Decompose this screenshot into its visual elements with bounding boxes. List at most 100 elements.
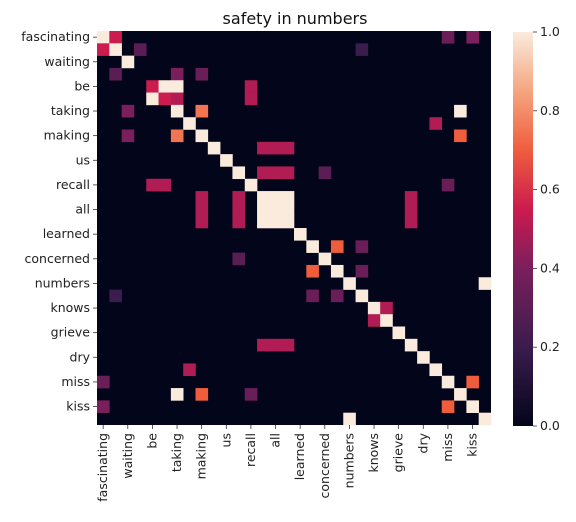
heatmap-cell [429, 363, 443, 377]
heatmap-cell [244, 178, 258, 192]
heatmap-cell [232, 215, 246, 229]
heatmap-cell [318, 252, 332, 266]
heatmap-cell [330, 289, 344, 303]
heatmap-cell [97, 43, 110, 56]
heatmap-cell [466, 31, 479, 44]
heatmap-cell [97, 375, 110, 389]
heatmap-cell [441, 178, 455, 192]
heatmap-cell [195, 191, 209, 204]
heatmap-cell [269, 141, 282, 155]
heatmap-cell [269, 203, 282, 216]
colorbar-ticks: 0.0 0.2 0.4 0.6 0.8 1.0 [533, 24, 560, 433]
heatmap-cell [170, 67, 184, 81]
x-tick-label: waiting [120, 433, 135, 479]
heatmap-cell [183, 363, 196, 377]
heatmap-cell [404, 338, 418, 352]
heatmap-cell [269, 191, 282, 204]
colorbar [513, 32, 533, 426]
y-tick-label: dry [70, 349, 91, 364]
heatmap-cell [195, 203, 209, 216]
y-tick-label: us [76, 152, 90, 167]
heatmap-cell [170, 80, 184, 93]
heatmap-cell [257, 166, 270, 180]
heatmap-cell [97, 31, 110, 44]
x-tick-label: dry [415, 432, 430, 453]
heatmap-cell [133, 43, 147, 56]
x-tick-label: learned [292, 433, 307, 480]
heatmap-cell [306, 240, 319, 253]
heatmap-cell [392, 326, 406, 340]
heatmap-cell [97, 400, 110, 413]
heatmap-cell [269, 166, 282, 180]
heatmap-cell [170, 129, 184, 143]
heatmap-cell [466, 375, 479, 389]
heatmap-cell [195, 388, 209, 401]
y-tick-label: miss [61, 374, 90, 389]
heatmap-cell [257, 215, 270, 229]
heatmap-cell [306, 289, 319, 303]
x-tick-label: taking [169, 433, 184, 472]
heatmap-cell [281, 338, 295, 352]
colorbar-tick-label: 0.4 [540, 260, 560, 275]
heatmap-cell [404, 215, 418, 229]
y-tick-label: kiss [66, 399, 90, 414]
colorbar-tick-label: 0.6 [540, 182, 560, 197]
heatmap-cell [454, 388, 467, 401]
x-tick-label: be [144, 433, 159, 449]
heatmap-cell [195, 215, 209, 229]
heatmap-cell [355, 289, 369, 303]
heatmap-cell [195, 104, 209, 118]
heatmap-cell [146, 92, 159, 106]
heatmap-cell [281, 166, 295, 180]
heatmap-cell [232, 191, 246, 204]
y-tick-label: be [74, 78, 90, 93]
x-tick-label: making [194, 433, 209, 479]
y-tick-label: making [44, 128, 90, 143]
heatmap-cell [257, 141, 270, 155]
y-tick-label: waiting [44, 54, 90, 69]
heatmap-cell [232, 166, 246, 180]
y-tick-label: knows [50, 300, 90, 315]
heatmap-cell [380, 301, 393, 315]
heatmap-cell [257, 338, 270, 352]
heatmap-cell [355, 43, 369, 56]
x-tick-label: all [268, 433, 283, 448]
heatmap-cell [441, 400, 455, 413]
heatmap-cell [330, 264, 344, 278]
heatmap-cell [466, 400, 479, 413]
heatmap-cell [220, 154, 233, 167]
heatmap-cell [355, 264, 369, 278]
heatmap-cell [195, 129, 209, 143]
heatmap-cell [281, 191, 295, 204]
heatmap-cell [257, 191, 270, 204]
heatmap-cell [417, 351, 430, 364]
heatmap-cell [121, 104, 135, 118]
colorbar-tick-label: 0.8 [540, 103, 560, 118]
heatmap-cell [269, 215, 282, 229]
heatmap-cell [429, 117, 443, 130]
heatmap-cell [441, 375, 455, 389]
heatmap-cell [183, 117, 196, 130]
heatmap-cell [109, 67, 122, 81]
heatmap-cell [294, 228, 307, 241]
heatmap-cell [380, 314, 393, 327]
y-tick-label: fascinating [21, 29, 90, 44]
heatmap-cell [404, 191, 418, 204]
x-tick-label: recall [243, 433, 258, 467]
heatmap-cell [355, 240, 369, 253]
heatmap-cell [454, 129, 467, 143]
heatmap-cell [306, 264, 319, 278]
heatmap-cell [232, 203, 246, 216]
heatmap-cell [146, 178, 159, 192]
heatmap-cell [330, 240, 344, 253]
heatmap-cell [158, 178, 172, 192]
y-tick-label: recall [56, 177, 90, 192]
heatmap-cell [281, 203, 295, 216]
colorbar-tick-label: 0.0 [540, 418, 560, 433]
heatmap-cell [454, 104, 467, 118]
heatmap-cell [343, 412, 356, 426]
y-tick-label: taking [51, 103, 90, 118]
heatmap-cell [109, 43, 122, 56]
x-tick-labels: fascinating waiting be taking making us recall… [95, 425, 480, 502]
